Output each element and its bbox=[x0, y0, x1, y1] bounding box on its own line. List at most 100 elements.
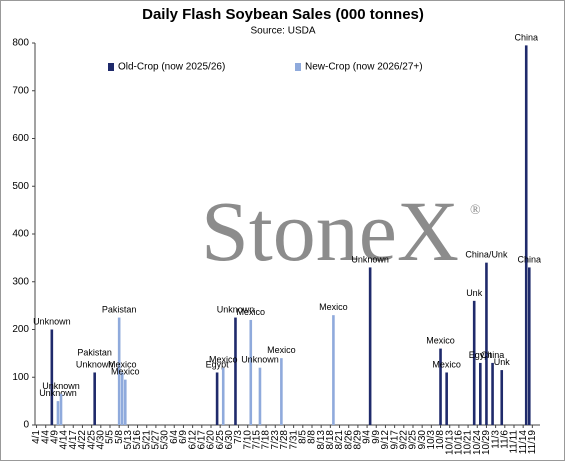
y-tick-label: 800 bbox=[12, 38, 29, 49]
x-tick-label: 7/10 bbox=[242, 430, 253, 450]
watermark-mark: ® bbox=[470, 203, 481, 218]
bar bbox=[524, 45, 528, 425]
bar bbox=[485, 262, 488, 425]
bar-label: Mexico bbox=[237, 307, 266, 317]
bar-label: Unk bbox=[466, 288, 483, 298]
bar bbox=[527, 267, 531, 425]
x-tick-label: 8/18 bbox=[325, 430, 336, 450]
x-tick-label: 4/1 bbox=[31, 430, 42, 444]
x-tick-label: 4/14 bbox=[59, 430, 70, 450]
watermark: StoneX bbox=[201, 183, 459, 279]
y-tick-label: 400 bbox=[12, 229, 29, 240]
bar bbox=[59, 393, 63, 425]
bar-label: Mexico bbox=[267, 345, 296, 355]
x-tick-label: 4/17 bbox=[68, 430, 79, 450]
y-tick-label: 500 bbox=[12, 181, 29, 192]
x-tick-label: 7/23 bbox=[270, 430, 281, 450]
x-tick-label: 8/29 bbox=[353, 430, 364, 450]
bar-label: Egypt bbox=[206, 359, 230, 369]
x-tick-label: 7/28 bbox=[279, 430, 290, 450]
x-tick-label: 9/17 bbox=[389, 430, 400, 450]
x-tick-label: 9/25 bbox=[408, 430, 419, 450]
x-tick-label: 10/3 bbox=[426, 430, 437, 450]
legend-swatch bbox=[108, 63, 114, 71]
y-tick-label: 300 bbox=[12, 276, 29, 287]
legend-swatch bbox=[295, 63, 301, 71]
bar-label: Unknown bbox=[217, 305, 255, 315]
bar-label: China bbox=[514, 32, 538, 42]
bar bbox=[472, 300, 476, 425]
bar-label: Mexico bbox=[209, 355, 238, 365]
bar-label: Egypt bbox=[469, 350, 493, 360]
bar-label: Mexico bbox=[319, 302, 348, 312]
x-tick-label: 6/17 bbox=[196, 430, 207, 450]
bar-label: China bbox=[518, 254, 542, 264]
x-tick-label: 6/20 bbox=[206, 430, 217, 450]
x-tick-label: 8/26 bbox=[343, 430, 354, 450]
x-tick-label: 6/9 bbox=[178, 430, 189, 444]
bar bbox=[93, 372, 96, 425]
bar bbox=[117, 317, 121, 425]
bar bbox=[491, 362, 494, 425]
x-tick-label: 4/30 bbox=[95, 430, 106, 450]
bar-label: Unk bbox=[494, 357, 511, 367]
bar-label: Pakistan bbox=[77, 347, 112, 357]
x-tick-label: 7/15 bbox=[252, 430, 263, 450]
x-tick-label: 9/9 bbox=[371, 430, 382, 444]
x-tick-label: 6/25 bbox=[215, 430, 226, 450]
bar bbox=[332, 315, 335, 425]
x-tick-label: 4/25 bbox=[86, 430, 97, 450]
x-tick-label: 11/19 bbox=[527, 430, 538, 455]
x-tick-label: 5/8 bbox=[114, 430, 125, 444]
y-tick-label: 200 bbox=[12, 324, 29, 335]
x-tick-label: 5/27 bbox=[151, 430, 162, 450]
bar bbox=[445, 372, 448, 425]
bar-label: Unknown bbox=[241, 355, 279, 365]
bar-label: Mexico bbox=[111, 367, 140, 377]
x-tick-label: 7/3 bbox=[233, 430, 244, 444]
x-tick-label: 10/21 bbox=[463, 430, 474, 455]
x-tick-label: 8/8 bbox=[307, 430, 318, 444]
x-tick-label: 10/8 bbox=[435, 430, 446, 450]
x-tick-label: 10/29 bbox=[481, 430, 492, 455]
x-tick-label: 4/22 bbox=[77, 430, 88, 450]
bar bbox=[234, 317, 237, 425]
bar-label: Mexico bbox=[108, 359, 137, 369]
bar-label: Unknown bbox=[76, 359, 114, 369]
bar-label: China bbox=[481, 350, 505, 360]
chart-title: Daily Flash Soybean Sales (000 tonnes) bbox=[142, 6, 424, 23]
y-tick-label: 600 bbox=[12, 133, 29, 144]
bar bbox=[215, 372, 219, 425]
y-tick-label: 0 bbox=[23, 420, 29, 431]
bar-label: Mexico bbox=[432, 359, 461, 369]
bar bbox=[249, 319, 253, 425]
bar-label: Unknown bbox=[42, 381, 80, 391]
x-tick-label: 5/5 bbox=[105, 430, 116, 444]
x-tick-label: 9/12 bbox=[380, 430, 391, 450]
x-tick-label: 11/11 bbox=[509, 430, 520, 454]
x-tick-label: 9/22 bbox=[398, 430, 409, 450]
x-tick-label: 8/13 bbox=[316, 430, 327, 450]
bar bbox=[56, 401, 60, 425]
bar-label: Unknown bbox=[351, 254, 389, 264]
bar bbox=[280, 358, 283, 425]
y-tick-label: 100 bbox=[12, 372, 29, 383]
bar bbox=[120, 372, 124, 425]
x-tick-label: 6/30 bbox=[224, 430, 235, 450]
bar bbox=[50, 329, 54, 425]
x-tick-label: 5/21 bbox=[141, 430, 152, 450]
bar bbox=[479, 362, 482, 425]
bar bbox=[368, 267, 372, 425]
bar bbox=[500, 370, 504, 425]
x-tick-label: 10/24 bbox=[472, 430, 483, 455]
x-tick-label: 11/3 bbox=[490, 430, 501, 449]
bar-label: Pakistan bbox=[102, 305, 137, 315]
x-tick-label: 8/5 bbox=[297, 430, 308, 444]
bar bbox=[123, 379, 127, 425]
legend-label: New-Crop (now 2026/27+) bbox=[305, 62, 423, 73]
bar bbox=[258, 367, 262, 425]
x-tick-label: 9/4 bbox=[362, 430, 373, 444]
bar-label: China/Unk bbox=[465, 250, 508, 260]
x-tick-label: 11/6 bbox=[499, 430, 510, 449]
x-tick-label: 9/30 bbox=[417, 430, 428, 450]
